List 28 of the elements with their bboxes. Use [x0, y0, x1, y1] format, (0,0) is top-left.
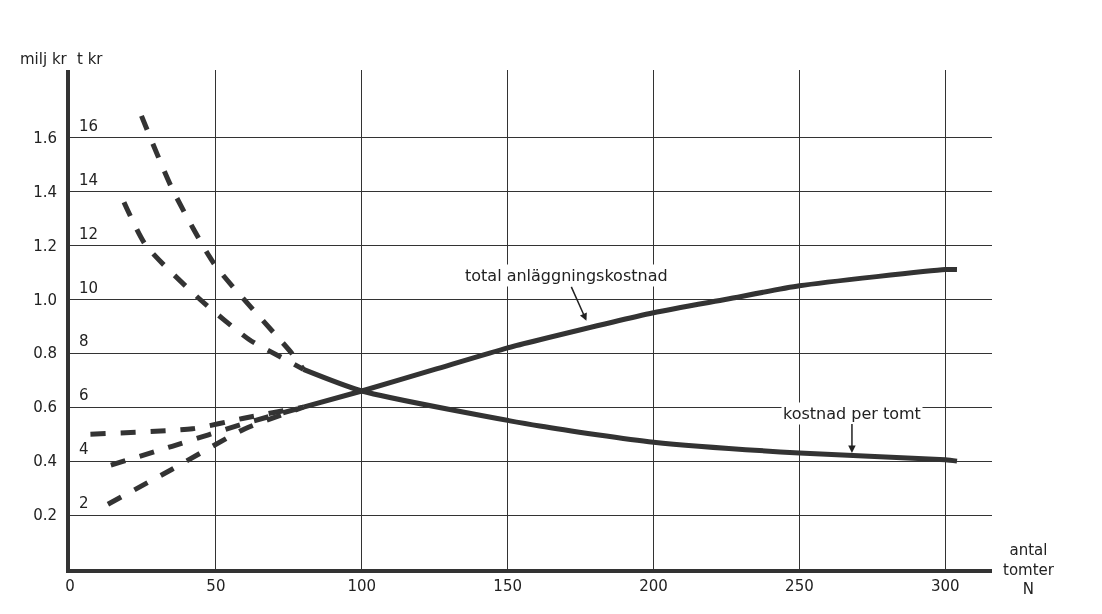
x-axis-title: antal tomter N [1003, 541, 1055, 598]
y-axis-title: milj kr [20, 50, 68, 68]
y-tick-label: 1.2 [33, 236, 57, 255]
y-tick-label: 0.8 [33, 344, 57, 363]
x-tick-label: 50 [206, 577, 226, 595]
x-tick-label: 100 [347, 577, 377, 595]
y2-tick-label: 16 [79, 116, 99, 135]
annotation: kostnad per tomt [783, 404, 921, 423]
y2-tick-label: 6 [79, 386, 89, 405]
y-tick-label: 1.4 [33, 182, 57, 201]
x-tick-label: 300 [931, 577, 960, 595]
y-tick-label: 0.6 [33, 398, 57, 417]
annotation: total anläggningskostnad [465, 266, 668, 285]
y-tick-label: 1.0 [33, 290, 57, 309]
y2-axis-title: t kr [77, 50, 104, 68]
y-tick-label: 0.4 [33, 452, 57, 471]
x-tick-label: 0 [65, 577, 75, 595]
y2-tick-label: 4 [79, 440, 89, 459]
y-tick-label: 1.6 [33, 128, 57, 147]
y2-tick-label: 12 [79, 224, 99, 243]
x-tick-label: 150 [493, 577, 522, 595]
y2-tick-label: 10 [79, 278, 99, 297]
x-tick-label: 200 [639, 577, 668, 595]
y2-tick-label: 8 [79, 332, 89, 351]
x-tick-label: 250 [785, 577, 814, 595]
y-tick-label: 0.2 [33, 506, 57, 525]
y2-tick-label: 2 [79, 494, 89, 513]
y2-tick-label: 14 [79, 170, 99, 189]
